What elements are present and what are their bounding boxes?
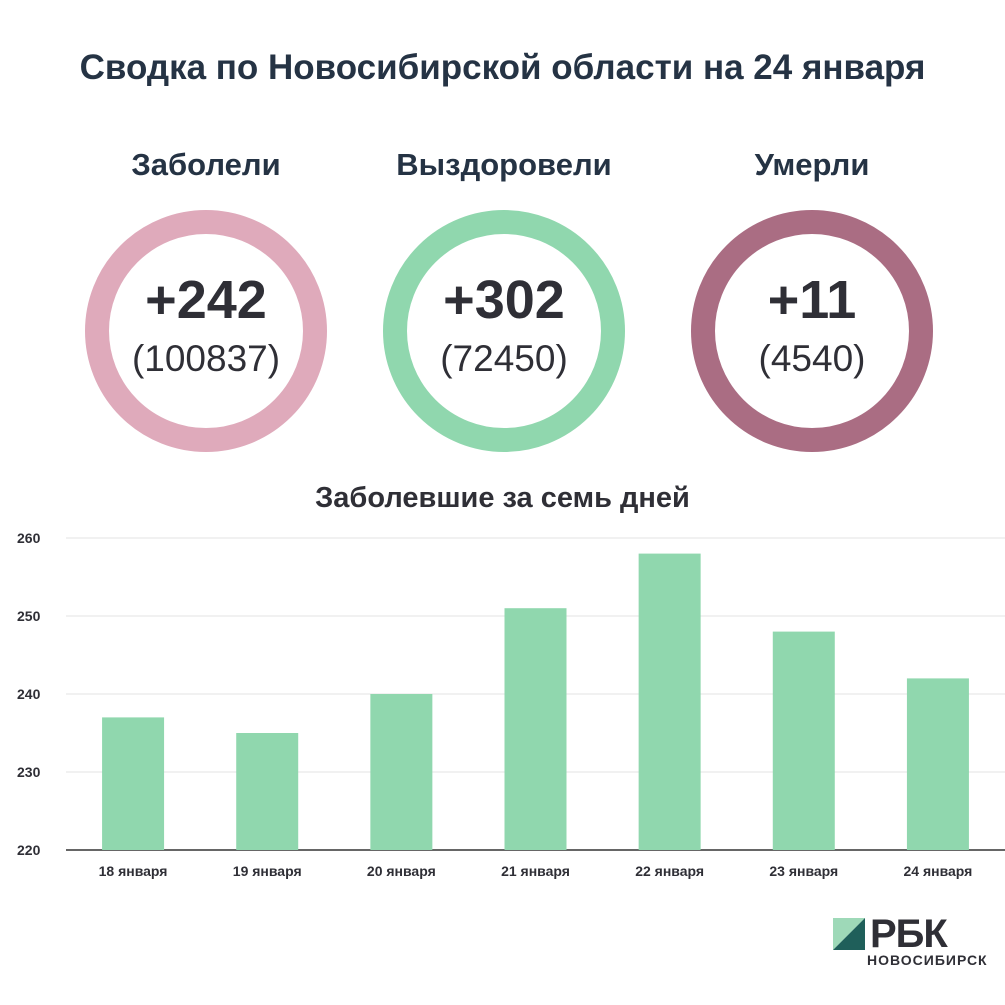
x-tick-label: 18 января bbox=[99, 863, 168, 879]
stat-cases-label: Заболели bbox=[131, 147, 281, 182]
cases-bar-chart: 220 230 240 250 260 18 января 19 января 20 янва… bbox=[17, 530, 1005, 879]
bar-3 bbox=[370, 694, 433, 850]
y-tick-label: 240 bbox=[17, 686, 41, 702]
chart-title: Заболевшие за семь дней bbox=[315, 482, 690, 514]
stat-cases: Заболели +242 (100837) bbox=[46, 140, 366, 452]
page-title: Сводка по Новосибирской области на 24 ян… bbox=[79, 48, 926, 87]
x-tick-label: 23 января bbox=[769, 863, 838, 879]
x-tick-label: 24 января bbox=[904, 863, 973, 879]
bar-6 bbox=[772, 631, 835, 850]
y-tick-label: 250 bbox=[17, 608, 41, 624]
x-tick-label: 19 января bbox=[233, 863, 302, 879]
stat-recovered-ring: +302 (72450) bbox=[383, 210, 625, 452]
bar-7 bbox=[906, 678, 969, 850]
y-tick-label: 230 bbox=[17, 764, 41, 780]
stat-deaths: Умерли +11 (4540) bbox=[652, 140, 972, 452]
stat-deaths-label: Умерли bbox=[754, 147, 870, 182]
bar-4 bbox=[504, 608, 567, 850]
stat-deaths-total: (4540) bbox=[758, 338, 866, 379]
logo-name: РБК bbox=[870, 912, 948, 956]
bar-1 bbox=[102, 717, 165, 850]
stat-cases-ring: +242 (100837) bbox=[85, 210, 327, 452]
stat-cases-total: (100837) bbox=[131, 338, 281, 379]
x-tick-label: 21 января bbox=[501, 863, 570, 879]
y-tick-label: 260 bbox=[17, 530, 41, 546]
stat-recovered-label: Выздоровели bbox=[396, 147, 612, 182]
rbc-logo: РБК НОВОСИБИРСК bbox=[830, 912, 1000, 972]
stat-recovered: Выздоровели +302 (72450) bbox=[344, 140, 664, 452]
rbc-logo-icon bbox=[833, 918, 865, 950]
logo-subtitle: НОВОСИБИРСК bbox=[867, 952, 988, 968]
y-tick-label: 220 bbox=[17, 842, 41, 858]
stat-recovered-total: (72450) bbox=[440, 338, 568, 379]
stat-deaths-ring: +11 (4540) bbox=[691, 210, 933, 452]
stat-cases-value: +242 bbox=[145, 270, 267, 330]
stat-deaths-value: +11 bbox=[767, 270, 857, 330]
stat-recovered-value: +302 bbox=[443, 270, 565, 330]
x-tick-label: 20 января bbox=[367, 863, 436, 879]
bar-2 bbox=[236, 733, 299, 850]
x-tick-label: 22 января bbox=[635, 863, 704, 879]
bar-5 bbox=[638, 553, 701, 850]
